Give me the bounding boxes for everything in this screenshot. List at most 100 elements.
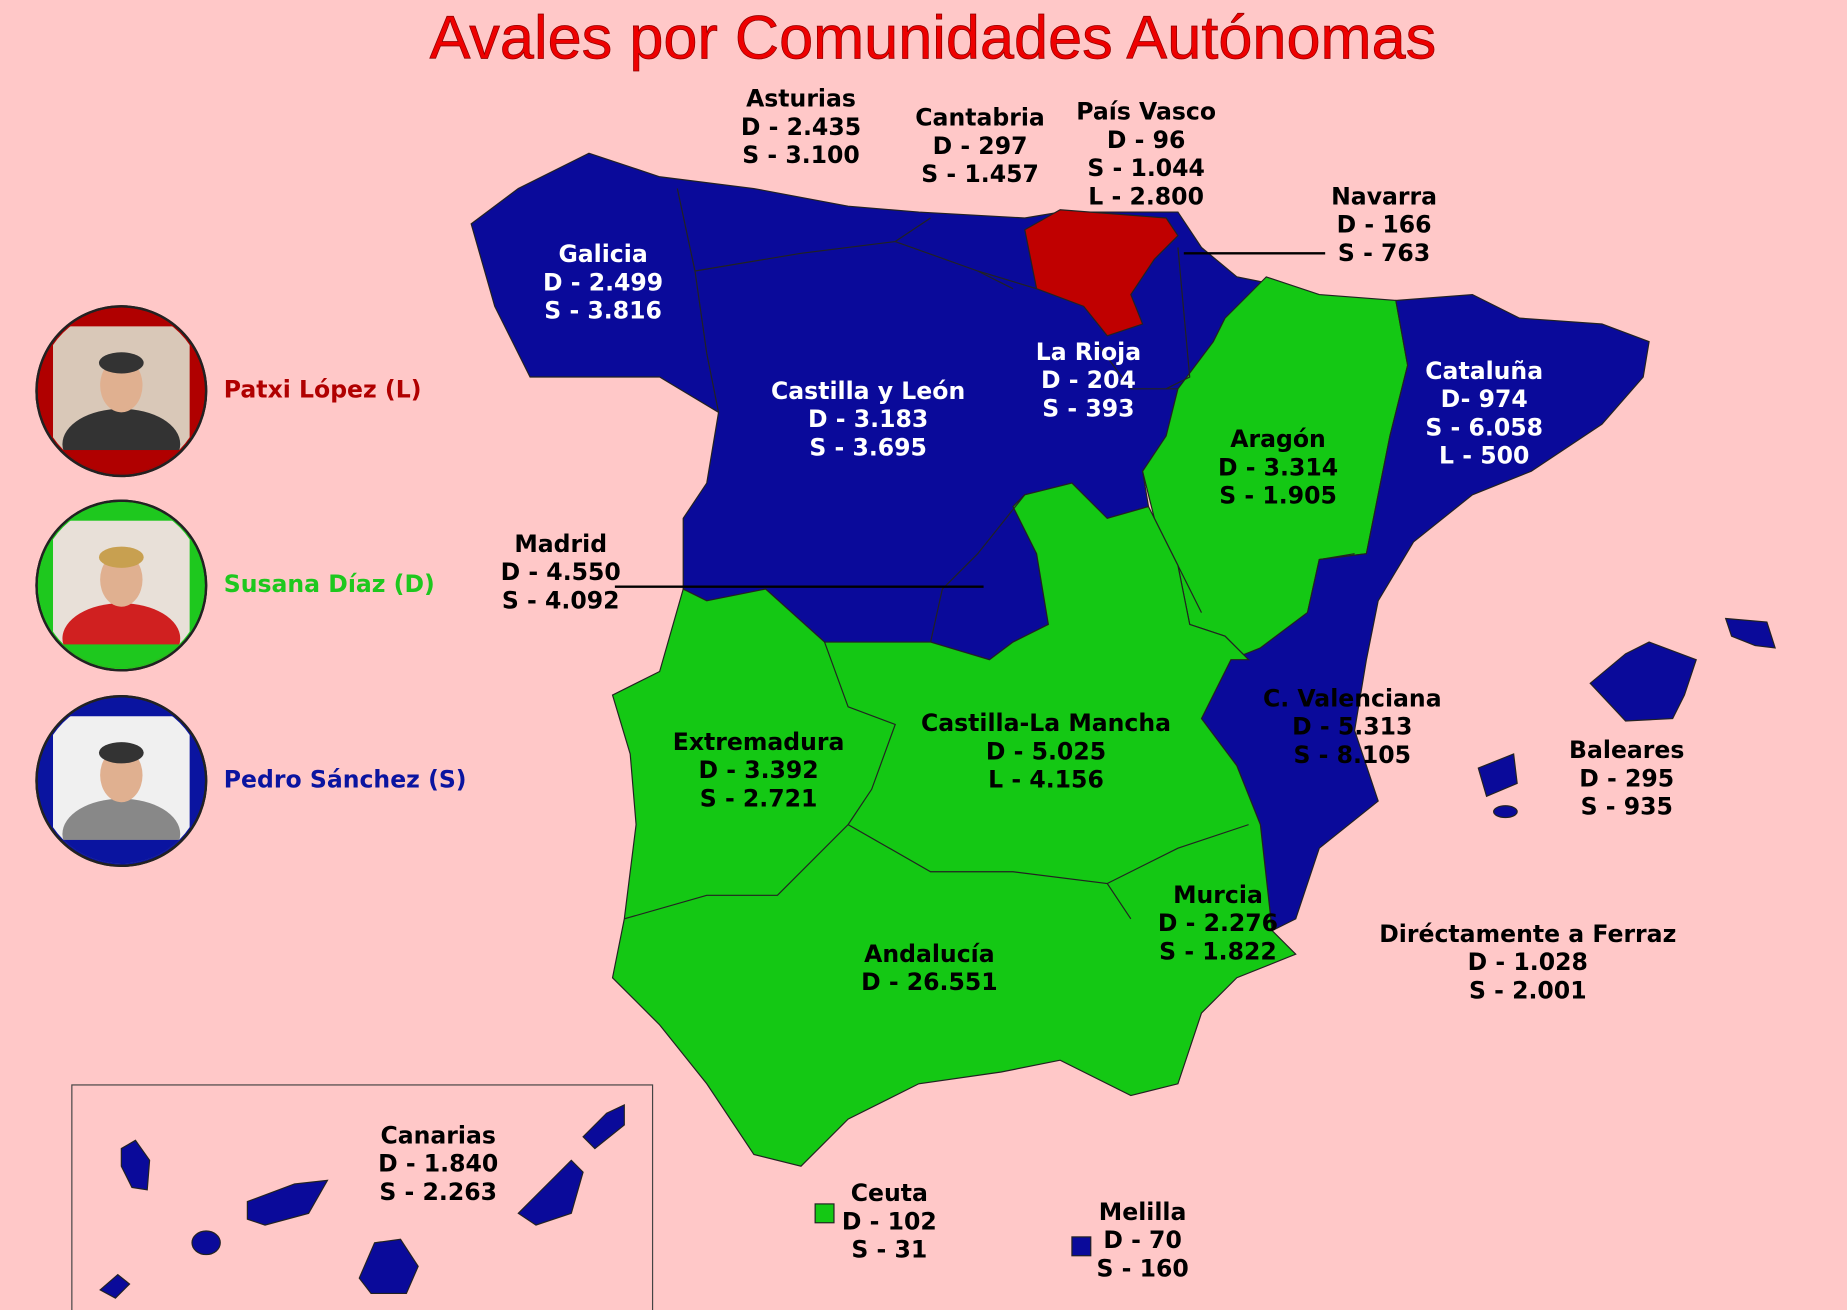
candidate-photo [38, 520, 204, 668]
candidate-ring [35, 305, 208, 478]
region-name: Murcia [1173, 881, 1263, 909]
candidate-ring [35, 499, 208, 672]
region-count: S - 1.457 [921, 160, 1039, 188]
photo-hair [98, 546, 144, 568]
region-count: D - 2.276 [1158, 909, 1278, 937]
region-count: D - 96 [1107, 126, 1185, 154]
region-count: L - 2.800 [1088, 182, 1204, 210]
island [191, 1230, 221, 1256]
menorca [1724, 617, 1776, 649]
region-count: D - 1.840 [378, 1150, 498, 1178]
canarias-shapes [99, 1104, 625, 1299]
candidate: Patxi López (L) [35, 305, 422, 478]
region-name: Diréctamente a Ferraz [1379, 920, 1676, 948]
region-count: S - 6.058 [1425, 413, 1543, 441]
ceuta-shape [814, 1203, 835, 1224]
region-count: S - 3.100 [742, 141, 860, 169]
region-name: Castilla-La Mancha [921, 709, 1171, 737]
formentera [1493, 805, 1518, 819]
region-count: S - 2.721 [700, 784, 818, 812]
region-count: D - 297 [933, 132, 1028, 160]
region-count: S - 763 [1338, 239, 1430, 267]
region-count: D - 1.028 [1468, 948, 1588, 976]
regions-shapes [470, 152, 1776, 1257]
region-name: Galicia [558, 240, 647, 268]
region-count: D - 204 [1041, 366, 1136, 394]
candidate: Susana Díaz (D) [35, 499, 435, 672]
south-area [611, 482, 1297, 1167]
region-name: Andalucía [864, 940, 995, 968]
region-count: S - 1.822 [1159, 938, 1277, 966]
region-count: S - 1.905 [1219, 482, 1337, 510]
region-count: S - 3.695 [809, 433, 927, 461]
ibiza [1477, 753, 1518, 798]
region-name: Madrid [514, 530, 607, 558]
region-count: S - 1.044 [1087, 154, 1205, 182]
east-area [1200, 293, 1650, 932]
region-name: Ceuta [851, 1179, 928, 1207]
photo-hair [98, 352, 144, 374]
region-name: Cantabria [915, 104, 1045, 132]
region-count: D - 70 [1103, 1226, 1181, 1254]
island [99, 1273, 131, 1299]
region-count: D - 102 [842, 1207, 937, 1235]
region-count: S - 8.105 [1293, 741, 1411, 769]
region-name: Asturias [746, 85, 856, 113]
region-count: S - 2.263 [379, 1178, 497, 1206]
region-count: L - 4.156 [988, 766, 1104, 794]
borders [624, 188, 1355, 920]
candidate-name: Patxi López (L) [224, 376, 422, 404]
region-count: S - 160 [1096, 1254, 1188, 1282]
region-name: Baleares [1569, 736, 1684, 764]
island [582, 1104, 625, 1150]
title: Avales por Comunidades Autónomas [430, 4, 1437, 72]
region-name: Melilla [1099, 1198, 1187, 1226]
region-count: S - 4.092 [502, 586, 620, 614]
melilla-shape [1071, 1236, 1092, 1257]
region-count: S - 2.001 [1469, 976, 1587, 1004]
candidate-photo [38, 716, 204, 864]
region-count: D - 4.550 [501, 558, 621, 586]
region-name: Navarra [1331, 182, 1437, 210]
region-count: D - 5.313 [1292, 713, 1412, 741]
photo-hair [98, 742, 144, 764]
region-count: D - 295 [1579, 764, 1674, 792]
region-count: L - 500 [1439, 442, 1529, 470]
candidate-name: Susana Díaz (D) [224, 570, 435, 598]
region-count: D - 2.499 [543, 268, 663, 296]
region-count: S - 3.816 [544, 297, 662, 325]
candidate-ring [35, 695, 208, 868]
region-count: D - 3.314 [1218, 453, 1338, 481]
region-count: D - 3.183 [808, 405, 928, 433]
region-name: Canarias [380, 1121, 495, 1149]
region-count: D - 5.025 [986, 737, 1106, 765]
island [517, 1159, 584, 1226]
region-name: C. Valenciana [1263, 684, 1442, 712]
island [358, 1238, 419, 1295]
canarias-box [71, 1084, 654, 1310]
region-count: D - 166 [1337, 211, 1432, 239]
candidate-name: Pedro Sánchez (S) [224, 766, 467, 794]
region-count: S - 31 [851, 1236, 927, 1264]
pais-vasco-shape [1024, 209, 1179, 337]
region-count: S - 935 [1581, 793, 1673, 821]
region-count: D- 974 [1441, 385, 1528, 413]
region-name: Aragón [1230, 425, 1326, 453]
island [120, 1139, 151, 1191]
region-count: S - 393 [1042, 394, 1134, 422]
